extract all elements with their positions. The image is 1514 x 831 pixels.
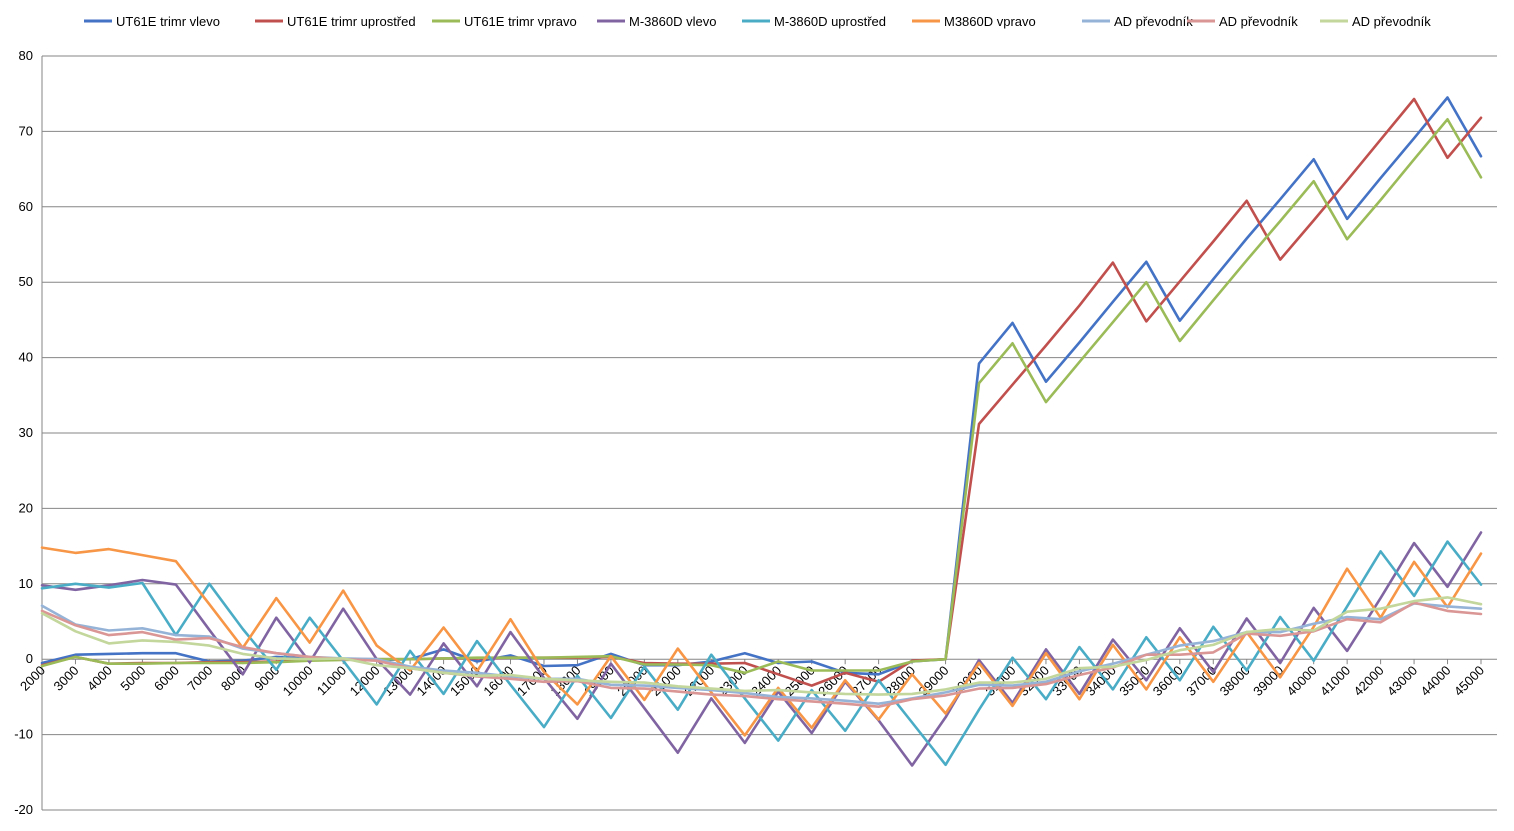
y-tick-label: 50 xyxy=(19,274,33,289)
legend-label-3: UT61E trimr vpravo xyxy=(464,14,577,29)
x-tick-label: 31000 xyxy=(982,663,1018,699)
legend-label-7: AD převodník xyxy=(1114,14,1193,29)
x-tick-label: 43000 xyxy=(1384,663,1420,699)
x-tick-label: 12000 xyxy=(347,663,383,699)
y-tick-label: 80 xyxy=(19,48,33,63)
x-tick-label: 40000 xyxy=(1284,663,1320,699)
y-tick-label: 60 xyxy=(19,199,33,214)
series-line-1 xyxy=(40,96,1483,676)
x-tick-label: 41000 xyxy=(1317,663,1353,699)
series-line-5 xyxy=(40,540,1483,767)
series-line-4 xyxy=(40,531,1483,767)
chart-legend: UT61E trimr vlevo UT61E trimr uprostřed UT… xyxy=(84,14,1431,29)
series-line-2 xyxy=(40,97,1483,687)
series-line-8 xyxy=(40,601,1483,709)
x-tick-label: 45000 xyxy=(1451,663,1487,699)
legend-label-6: M3860D vpravo xyxy=(944,14,1036,29)
series-line-6 xyxy=(40,546,1483,737)
series-line-9 xyxy=(40,596,1483,696)
chart-series xyxy=(40,96,1483,767)
x-tick-label: 8000 xyxy=(218,663,249,694)
y-tick-label: -20 xyxy=(14,802,33,817)
y-tick-label: 30 xyxy=(19,425,33,440)
legend-label-9: AD převodník xyxy=(1352,14,1431,29)
y-axis-tick-labels: -20 -10 0 10 20 30 40 50 60 70 80 xyxy=(14,48,33,817)
x-tick-label: 44000 xyxy=(1417,663,1453,699)
y-tick-label: 40 xyxy=(19,350,33,365)
legend-label-4: M-3860D vlevo xyxy=(629,14,716,29)
y-tick-label: 70 xyxy=(19,123,33,138)
x-tick-label: 42000 xyxy=(1351,663,1387,699)
x-tick-label: 5000 xyxy=(117,663,148,694)
legend-label-8: AD převodník xyxy=(1219,14,1298,29)
y-tick-label: 20 xyxy=(19,500,33,515)
x-tick-label: 11000 xyxy=(314,663,349,698)
x-tick-label: 39000 xyxy=(1250,663,1286,699)
x-tick-label: 4000 xyxy=(84,663,115,694)
x-tick-label: 7000 xyxy=(184,663,215,694)
series-line-3 xyxy=(40,118,1483,675)
y-tick-label: 10 xyxy=(19,576,33,591)
legend-label-5: M-3860D uprostřed xyxy=(774,14,886,29)
x-tick-label: 3000 xyxy=(51,663,82,694)
x-tick-label: 10000 xyxy=(280,663,316,699)
legend-label-1: UT61E trimr vlevo xyxy=(116,14,220,29)
x-tick-label: 6000 xyxy=(151,663,182,694)
x-tick-label: 2000 xyxy=(17,663,48,694)
legend-label-2: UT61E trimr uprostřed xyxy=(287,14,416,29)
y-tick-label: 0 xyxy=(26,651,33,666)
y-tick-label: -10 xyxy=(14,727,33,742)
